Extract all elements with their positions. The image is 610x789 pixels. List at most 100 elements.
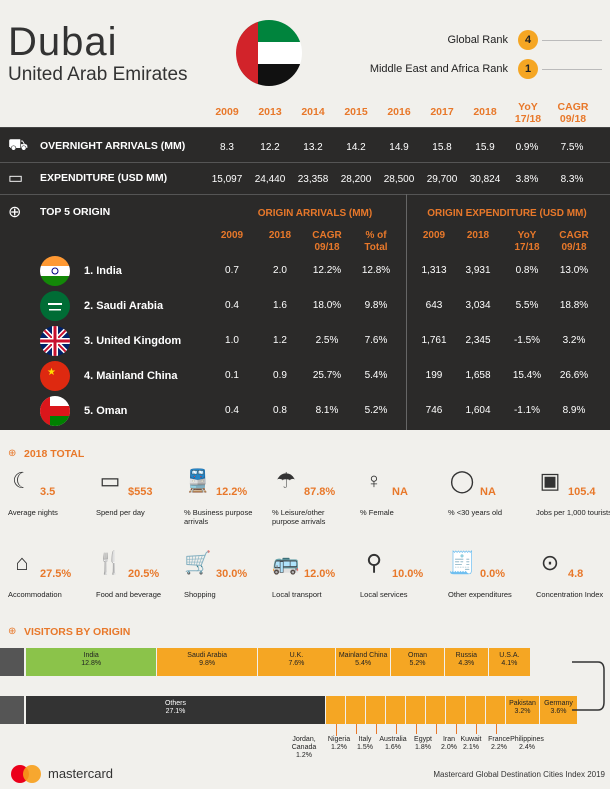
value-cell: 28,200	[340, 174, 372, 185]
origin-value: 1.6	[273, 300, 287, 311]
small-origin-name: Kuwait	[460, 736, 482, 743]
stat-label: % Female	[360, 508, 394, 517]
receipt-icon: 🧾	[448, 550, 476, 575]
origin-name: 1. India	[84, 265, 122, 277]
origin-value: 13.0%	[559, 265, 589, 276]
small-origin-name: Jordan, Canada	[291, 736, 317, 751]
small-origin-pct: 1.2%	[296, 752, 312, 759]
global-rank-label: Global Rank	[447, 34, 508, 46]
origin-bar-name: Russia	[455, 652, 477, 659]
origin-value: 7.6%	[364, 335, 388, 346]
origin-value: 9.8%	[364, 300, 388, 311]
origin-value: 12.8%	[361, 265, 391, 276]
origin-value: 25.7%	[312, 370, 342, 381]
small-origin-bar	[486, 696, 506, 724]
year-col: 2018	[473, 106, 497, 118]
wallet-icon: ▭	[8, 170, 24, 187]
food-icon: 🍴	[96, 550, 124, 575]
value-cell: 23,358	[297, 174, 329, 185]
label-tick	[356, 724, 357, 734]
stat-label: Jobs per 1,000 tourists	[536, 508, 610, 517]
small-origin-bar	[446, 696, 466, 724]
origin-name: 4. Mainland China	[84, 370, 178, 382]
small-origin-pct: 2.0%	[441, 744, 457, 751]
oman-flag-icon	[40, 396, 70, 426]
small-origin-name: Egypt	[414, 736, 432, 743]
origin-bar: Mainland China 5.4%	[335, 648, 392, 676]
small-origin-name: France	[488, 736, 510, 743]
origin-value: 15.4%	[512, 370, 542, 381]
arrivals-label: OVERNIGHT ARRIVALS (MM)	[40, 140, 186, 152]
small-origin-pct: 1.5%	[357, 744, 373, 751]
origin-value: 12.2%	[312, 265, 342, 276]
year-col: 2017	[430, 106, 454, 118]
value-cell: 14.9	[389, 142, 409, 153]
stat-value: 3.5	[40, 486, 56, 498]
value-cell: 14.2	[346, 142, 366, 153]
origin-name: 2. Saudi Arabia	[84, 300, 164, 312]
origin-value: 0.4	[225, 405, 239, 416]
origin-bar-name: Mainland China	[338, 652, 388, 659]
origin-arrivals-header: ORIGIN ARRIVALS (MM)	[257, 208, 373, 219]
globe-icon: ⊕	[8, 626, 17, 637]
others-bar-pct: 27.1%	[165, 708, 186, 715]
origin-name: 5. Oman	[84, 405, 128, 417]
female-icon: ♀	[365, 468, 383, 493]
expenditure-label: EXPENDITURE (USD MM)	[40, 172, 168, 184]
origin-bar-name: Oman	[408, 652, 428, 659]
bar-lead	[0, 696, 24, 724]
train-icon: 🚆	[184, 468, 212, 493]
small-origin-bar	[406, 696, 426, 724]
origin-bar-name: U.K.	[289, 652, 304, 659]
small-origin-name: Nigeria	[327, 736, 351, 743]
origin-bar-pct: 9.8%	[199, 660, 216, 667]
stat-value: 12.0%	[304, 568, 336, 580]
stat-label: Local services	[360, 590, 408, 599]
mea-rank-label: Middle East and Africa Rank	[369, 63, 508, 75]
saudi-flag-icon	[40, 291, 70, 321]
small-origin-bar	[466, 696, 486, 724]
stat-label: Average nights	[8, 508, 58, 517]
small-origin-name: Philippines	[510, 736, 544, 743]
bus-icon: 🚌	[272, 550, 300, 575]
value-cell: 12.2	[260, 142, 280, 153]
stat-label: % Leisure/other purpose arrivals	[272, 508, 326, 526]
origin-value: 0.8	[273, 405, 287, 416]
stat-value: 12.2%	[216, 486, 248, 498]
origin-value: 26.6%	[559, 370, 589, 381]
divider	[406, 194, 407, 430]
briefcase-icon: ▣	[539, 468, 561, 493]
origin-value: -1.1%	[513, 405, 541, 416]
origin-value: 1.2	[273, 335, 287, 346]
year-col: CAGR 09/18	[557, 101, 589, 125]
source-note: Mastercard Global Destination Cities Ind…	[433, 770, 605, 779]
stat-label: Food and beverage	[96, 590, 162, 599]
stat-value: 30.0%	[216, 568, 248, 580]
stat-label: Shopping	[184, 590, 216, 599]
bar-lead	[0, 648, 24, 676]
others-bar: Others 27.1%	[26, 696, 326, 724]
origin-value: 0.7	[225, 265, 239, 276]
origin-bar-pct: 3.2%	[514, 708, 531, 715]
label-tick	[416, 724, 417, 734]
top-origin-label: TOP 5 ORIGIN	[40, 206, 111, 218]
origin-bar: India 12.8%	[26, 648, 158, 676]
origin-bar: Russia 4.3%	[444, 648, 489, 676]
stat-value: 0.0%	[480, 568, 506, 580]
label-tick	[396, 724, 397, 734]
stat-value: 20.5%	[128, 568, 160, 580]
value-cell: 0.9%	[515, 142, 539, 153]
pin-icon: ⚲	[365, 550, 383, 575]
label-tick	[336, 724, 337, 736]
bar-connector	[572, 661, 605, 711]
origin-bar: Pakistan 3.2%	[506, 696, 540, 724]
small-origin-bar	[386, 696, 406, 724]
origin-value: 3.2%	[562, 335, 586, 346]
global-rank-badge: 4	[518, 30, 538, 50]
origin-value: 1,658	[465, 370, 491, 381]
small-origin-bar	[366, 696, 386, 724]
value-cell: 30,824	[469, 174, 501, 185]
origin-value: 18.8%	[559, 300, 589, 311]
small-origin-bar	[426, 696, 446, 724]
divider	[0, 162, 610, 163]
